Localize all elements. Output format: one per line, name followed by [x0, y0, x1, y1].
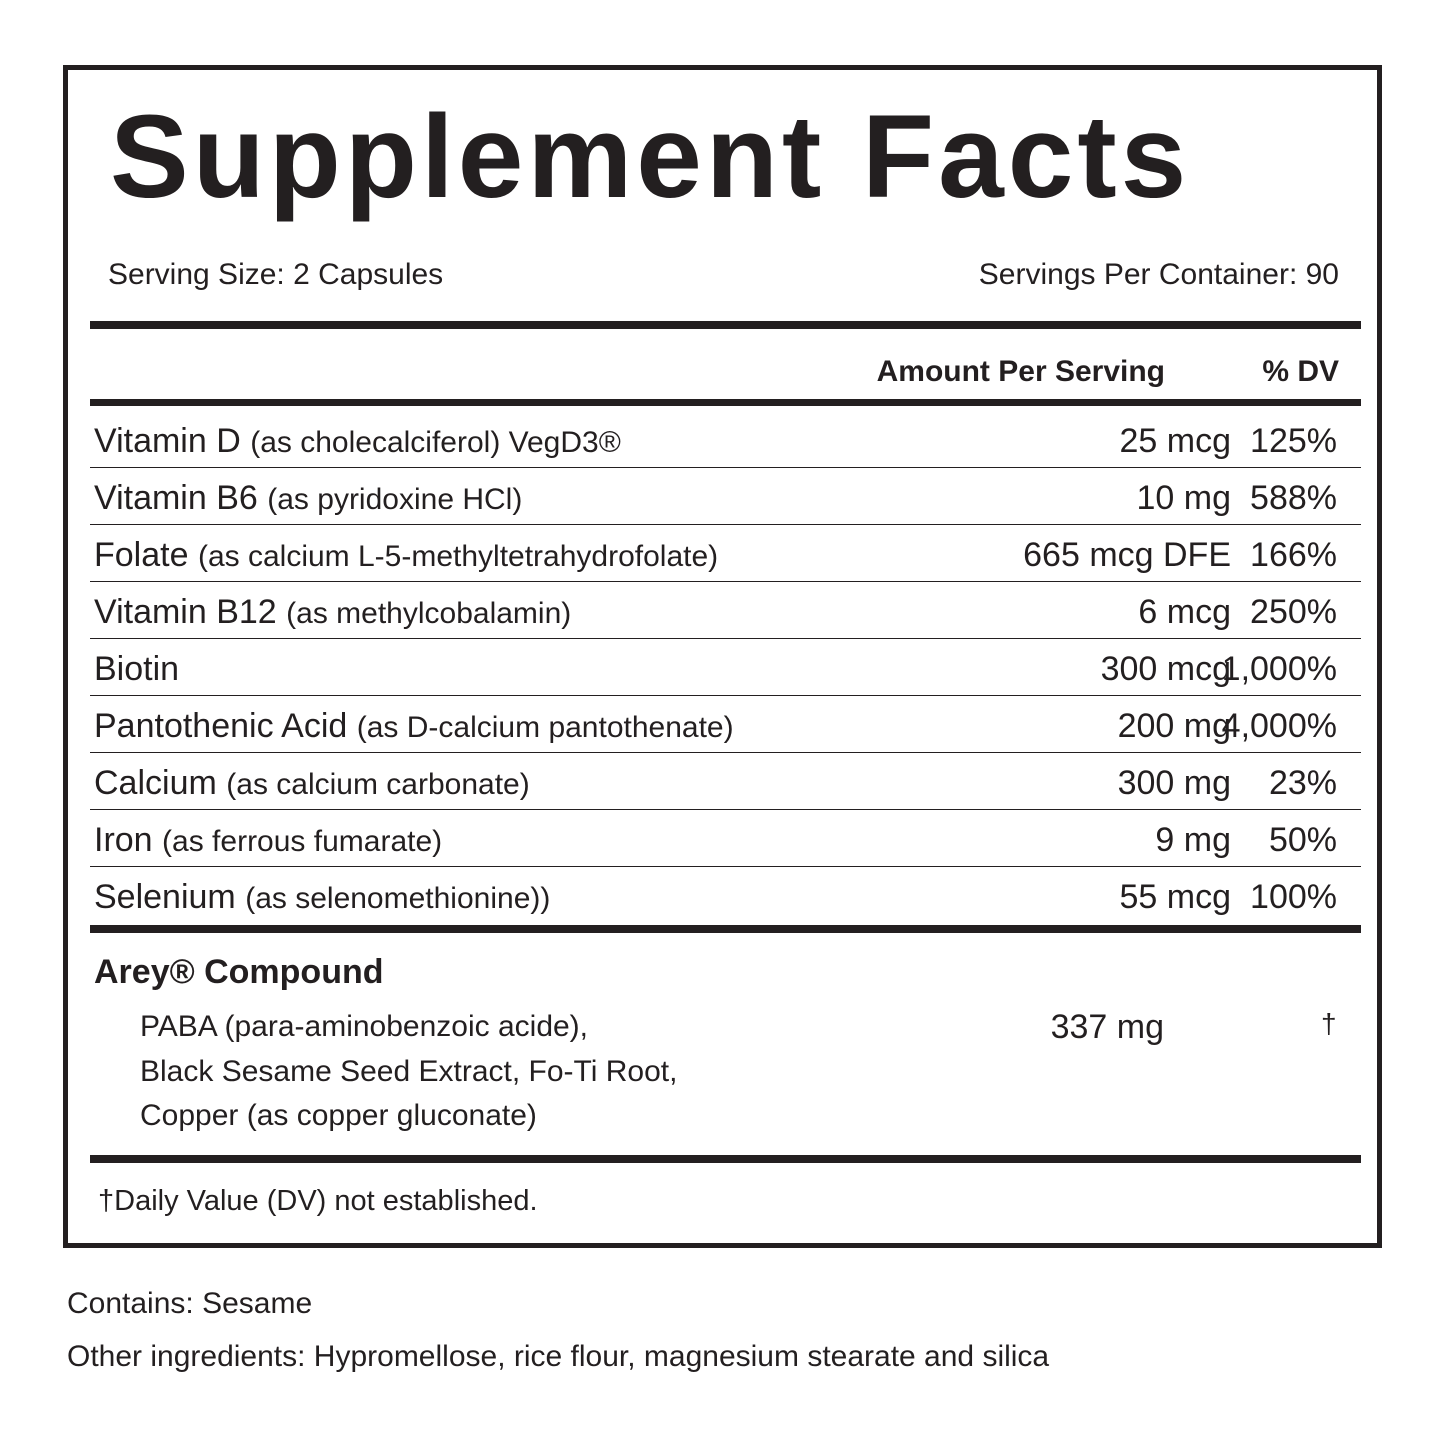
divider — [90, 925, 1361, 933]
compound-name: Arey® Compound — [94, 953, 384, 991]
nutrient-dv: 588% — [1250, 479, 1337, 517]
nutrient-name: Selenium (as selenomethionine)) — [94, 880, 550, 914]
allergen-statement: Contains: Sesame — [67, 1287, 313, 1320]
row-divider — [90, 694, 1361, 696]
nutrient-source: (as pyridoxine HCl) — [267, 483, 523, 516]
nutrient-amount: 10 mg — [1136, 479, 1232, 517]
nutrient-label: Vitamin B6 — [94, 479, 258, 517]
nutrient-label: Biotin — [94, 650, 180, 688]
nutrient-source: (as cholecalciferol) VegD3® — [250, 426, 621, 459]
footnote: †Daily Value (DV) not established. — [98, 1185, 538, 1217]
nutrient-name: Biotin — [94, 652, 179, 686]
row-divider — [90, 751, 1361, 753]
nutrient-row: Folate (as calcium L-5-methyltetrahydrof… — [90, 525, 1361, 582]
nutrient-amount: 300 mcg — [1100, 650, 1231, 688]
nutrient-source: (as methylcobalamin) — [286, 597, 572, 630]
header-amount: Amount Per Serving — [876, 355, 1165, 388]
serving-size: Serving Size: 2 Capsules — [108, 258, 444, 291]
divider — [90, 1155, 1361, 1163]
nutrient-label: Folate — [94, 536, 189, 574]
row-divider — [90, 466, 1361, 468]
nutrient-dv: 250% — [1250, 593, 1337, 631]
nutrient-amount: 300 mg — [1117, 764, 1231, 802]
nutrient-name: Folate (as calcium L-5-methyltetrahydrof… — [94, 538, 718, 572]
nutrient-amount: 200 mg — [1117, 707, 1231, 745]
nutrient-name: Vitamin D (as cholecalciferol) VegD3® — [94, 424, 621, 458]
other-ingredients: Other ingredients: Hypromellose, rice fl… — [67, 1340, 1050, 1373]
row-divider — [90, 808, 1361, 810]
supplement-facts-panel: Supplement Facts Serving Size: 2 Capsule… — [63, 65, 1382, 1248]
row-divider — [90, 523, 1361, 525]
row-divider — [90, 580, 1361, 582]
nutrient-label: Calcium — [94, 764, 217, 802]
nutrient-label: Vitamin D — [94, 422, 241, 460]
nutrient-row: Selenium (as selenomethionine)) 55 mcg 1… — [90, 867, 1361, 924]
nutrient-row: Vitamin B12 (as methylcobalamin) 6 mcg 2… — [90, 582, 1361, 639]
nutrient-source: (as D-calcium pantothenate) — [356, 711, 734, 744]
nutrient-source: (as ferrous fumarate) — [162, 825, 443, 858]
nutrient-label: Selenium — [94, 878, 236, 916]
nutrient-source: (as calcium carbonate) — [226, 768, 530, 801]
nutrient-row: Biotin 300 mcg 1,000% — [90, 639, 1361, 696]
nutrient-amount: 55 mcg — [1119, 878, 1232, 916]
nutrient-row: Iron (as ferrous fumarate) 9 mg 50% — [90, 810, 1361, 867]
nutrient-row: Calcium (as calcium carbonate) 300 mg 23… — [90, 753, 1361, 810]
nutrient-dv: 125% — [1250, 422, 1337, 460]
compound-line: Black Sesame Seed Extract, Fo-Ti Root, — [140, 1055, 678, 1088]
nutrient-row: Vitamin B6 (as pyridoxine HCl) 10 mg 588… — [90, 468, 1361, 525]
divider — [90, 399, 1361, 406]
compound-dv: † — [1321, 1008, 1337, 1039]
row-divider — [90, 865, 1361, 867]
row-divider — [90, 637, 1361, 639]
nutrient-dv: 166% — [1250, 536, 1337, 574]
panel-title: Supplement Facts — [110, 91, 1191, 223]
nutrient-amount: 9 mg — [1155, 821, 1231, 859]
nutrient-dv: 23% — [1268, 764, 1337, 802]
nutrient-source: (as calcium L-5-methyltetrahydrofolate) — [197, 540, 719, 573]
divider — [90, 321, 1361, 329]
nutrient-name: Vitamin B12 (as methylcobalamin) — [94, 595, 571, 629]
nutrient-row: Vitamin D (as cholecalciferol) VegD3® 25… — [90, 411, 1361, 468]
compound-line: Copper (as copper gluconate) — [140, 1099, 537, 1132]
nutrient-name: Pantothenic Acid (as D-calcium pantothen… — [94, 709, 734, 743]
nutrient-label: Vitamin B12 — [94, 593, 277, 631]
nutrient-dv: 100% — [1250, 878, 1337, 916]
header-dv: % DV — [1262, 355, 1339, 388]
nutrient-source: (as selenomethionine)) — [245, 882, 551, 915]
servings-per-container: Servings Per Container: 90 — [978, 258, 1339, 291]
nutrient-label: Pantothenic Acid — [94, 707, 348, 745]
nutrient-row: Pantothenic Acid (as D-calcium pantothen… — [90, 696, 1361, 753]
nutrient-dv: 1,000% — [1221, 650, 1337, 688]
nutrient-name: Vitamin B6 (as pyridoxine HCl) — [94, 481, 522, 515]
compound-line: PABA (para-aminobenzoic acide), — [140, 1010, 589, 1043]
nutrient-dv: 4,000% — [1221, 707, 1337, 745]
nutrient-label: Iron — [94, 821, 153, 859]
nutrient-name: Calcium (as calcium carbonate) — [94, 766, 530, 800]
nutrient-amount: 6 mcg — [1138, 593, 1231, 631]
nutrient-amount: 25 mcg — [1119, 422, 1232, 460]
nutrient-dv: 50% — [1268, 821, 1337, 859]
compound-amount: 337 mg — [1050, 1008, 1164, 1046]
nutrient-amount: 665 mcg DFE — [1023, 536, 1231, 574]
nutrient-name: Iron (as ferrous fumarate) — [94, 823, 442, 857]
